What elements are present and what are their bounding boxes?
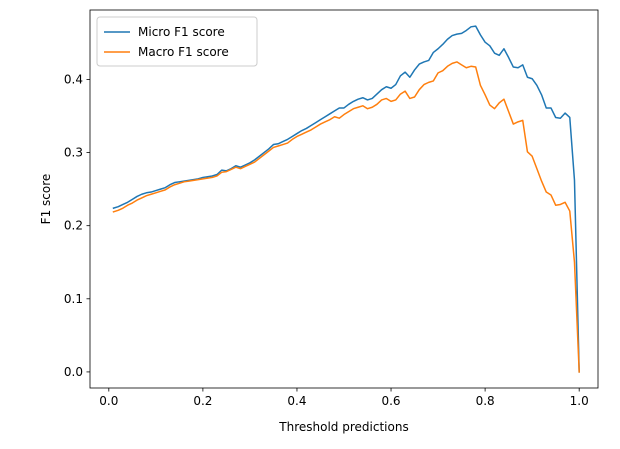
y-axis-ticks: 0.0 0.1 0.2 0.3 0.4 xyxy=(64,72,90,379)
y-tick-label: 0.3 xyxy=(64,146,83,160)
series-line-macro-f1 xyxy=(112,61,580,373)
y-tick-label: 0.1 xyxy=(64,292,83,306)
legend: Micro F1 score Macro F1 score xyxy=(96,16,258,67)
y-tick-label: 0.0 xyxy=(64,365,83,379)
y-tick-label: 0.4 xyxy=(64,72,83,86)
legend-box xyxy=(96,16,258,67)
x-tick-label: 0.8 xyxy=(476,394,495,408)
legend-label-macro-f1: Macro F1 score xyxy=(138,45,229,59)
legend-label-micro-f1: Micro F1 score xyxy=(138,25,225,39)
series-layer xyxy=(112,25,580,373)
x-tick-label: 1.0 xyxy=(570,394,589,408)
x-tick-label: 0.2 xyxy=(193,394,212,408)
x-tick-label: 0.6 xyxy=(381,394,400,408)
y-axis-label: F1 score xyxy=(39,174,53,225)
x-tick-label: 0.4 xyxy=(287,394,306,408)
x-tick-label: 0.0 xyxy=(99,394,118,408)
y-tick-label: 0.2 xyxy=(64,219,83,233)
plot-frame xyxy=(89,9,599,389)
x-axis-label: Threshold predictions xyxy=(278,420,408,434)
x-axis-ticks: 0.0 0.2 0.4 0.6 0.8 1.0 xyxy=(99,388,589,408)
